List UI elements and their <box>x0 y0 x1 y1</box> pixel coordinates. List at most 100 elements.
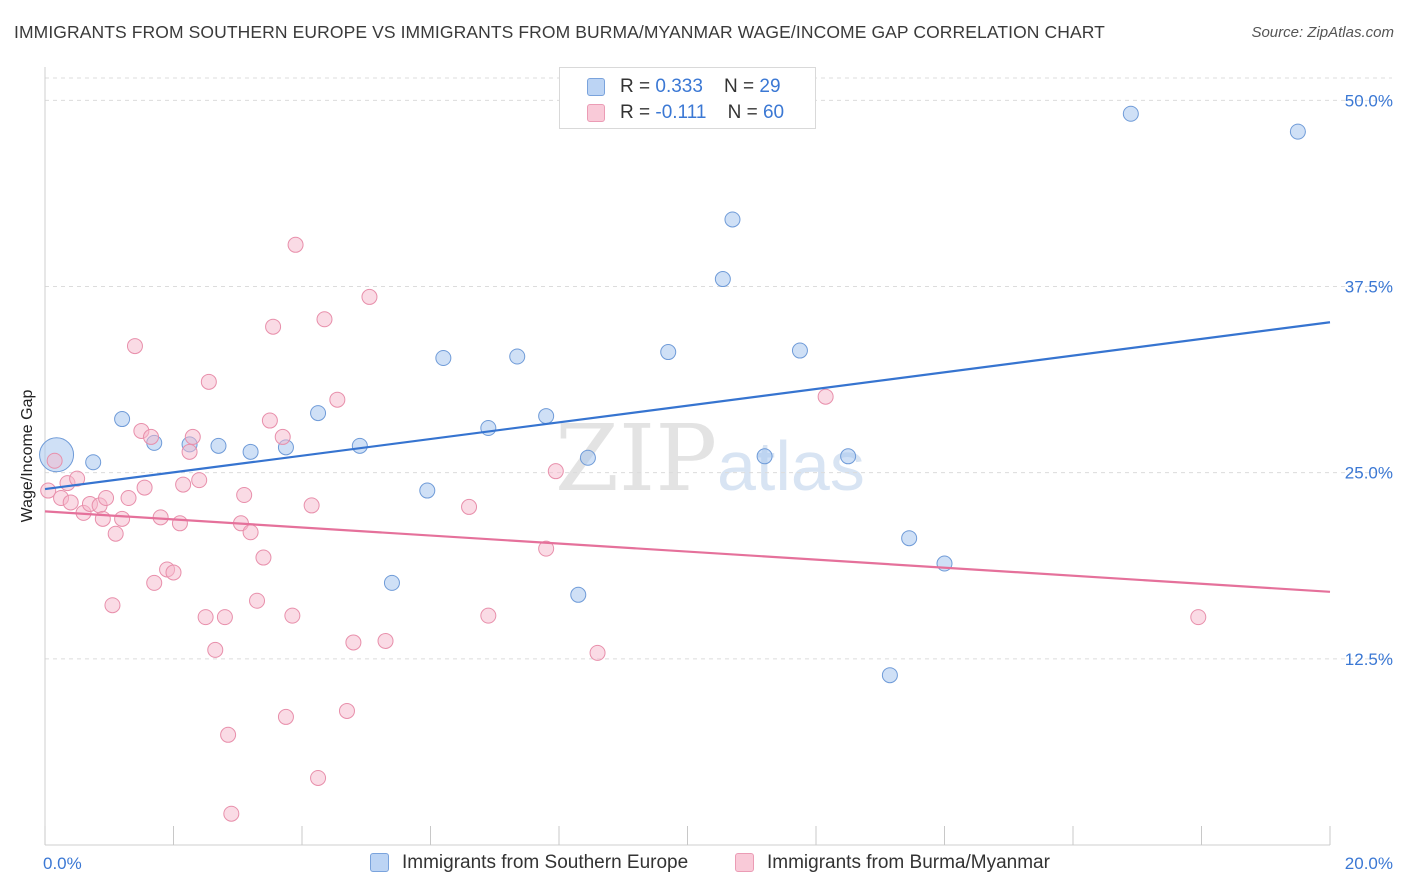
data-point <box>114 411 131 428</box>
data-point <box>480 607 497 624</box>
legend-swatch-southern-europe <box>370 853 389 872</box>
data-point <box>791 342 808 359</box>
data-point <box>143 428 160 445</box>
data-point <box>351 437 368 454</box>
legend-swatch-burma <box>735 853 754 872</box>
r-value: -0.111 <box>655 102 707 123</box>
x-tick-label: 0.0% <box>43 854 82 873</box>
y-tick-label: 12.5% <box>1345 650 1393 669</box>
data-point <box>901 530 918 547</box>
data-point <box>570 586 587 603</box>
data-point <box>126 338 143 355</box>
data-point <box>216 609 233 626</box>
data-point <box>69 470 86 487</box>
data-point <box>817 388 834 405</box>
data-point <box>287 236 304 253</box>
watermark-zip: ZIP <box>555 405 717 512</box>
legend-swatch-southern-europe <box>587 78 605 96</box>
data-point <box>181 443 198 460</box>
data-point <box>210 437 227 454</box>
data-point <box>1122 105 1139 122</box>
data-point <box>756 448 773 465</box>
data-point <box>547 463 564 480</box>
data-point <box>383 574 400 591</box>
data-point <box>197 609 214 626</box>
data-point <box>1190 609 1207 626</box>
data-point <box>310 405 327 422</box>
data-point <box>660 344 677 361</box>
data-point <box>40 482 57 499</box>
stats-legend: R = 0.333 N = 29 R = -0.111 N = 60 <box>559 67 816 129</box>
data-point <box>329 391 346 408</box>
data-point <box>274 428 291 445</box>
data-point <box>435 349 452 366</box>
data-point <box>1289 123 1306 140</box>
data-point <box>184 428 201 445</box>
legend-label: Immigrants from Burma/Myanmar <box>767 852 1050 873</box>
data-point <box>509 348 526 365</box>
watermark-atlas: atlas <box>717 427 865 505</box>
data-point <box>345 634 362 651</box>
data-point <box>146 574 163 591</box>
data-point <box>255 549 272 566</box>
data-point <box>579 449 596 466</box>
series-southern-europe <box>39 105 1306 684</box>
data-point <box>207 641 224 658</box>
data-point <box>881 667 898 684</box>
data-point <box>62 494 79 511</box>
stats-text: R = -0.111 N = 60 <box>620 102 785 123</box>
data-point <box>538 540 555 557</box>
data-point <box>165 564 182 581</box>
data-point <box>724 211 741 228</box>
data-point <box>461 498 478 515</box>
data-point <box>136 479 153 496</box>
data-point <box>200 373 217 390</box>
data-point <box>223 805 240 822</box>
y-tick-label: 50.0% <box>1345 91 1393 110</box>
data-point <box>840 448 857 465</box>
series-burma <box>40 236 1207 822</box>
data-point <box>120 489 137 506</box>
x-tick-label: 20.0% <box>1345 854 1393 873</box>
data-point <box>220 726 237 743</box>
stats-text: R = 0.333 N = 29 <box>620 76 781 97</box>
data-point <box>538 408 555 425</box>
data-point <box>589 644 606 661</box>
chart-title: IMMIGRANTS FROM SOUTHERN EUROPE VS IMMIG… <box>14 22 1105 42</box>
n-value: 60 <box>762 102 785 123</box>
chart-source: Source: ZipAtlas.com <box>1251 24 1394 41</box>
n-value: 29 <box>759 76 781 97</box>
data-point <box>242 524 259 541</box>
data-point <box>377 632 394 649</box>
data-point <box>316 311 333 328</box>
data-point <box>277 708 294 725</box>
legend-swatch-burma <box>587 104 605 122</box>
data-point <box>714 271 731 288</box>
data-point <box>104 597 121 614</box>
data-point <box>236 487 253 504</box>
data-point <box>284 607 301 624</box>
legend-label: Immigrants from Southern Europe <box>402 852 689 873</box>
data-point <box>265 318 282 335</box>
trend-line-burma <box>44 510 1331 593</box>
y-tick-label: 25.0% <box>1345 464 1393 483</box>
data-point <box>46 452 63 469</box>
data-point <box>303 497 320 514</box>
data-point <box>242 443 259 460</box>
data-point <box>361 288 378 305</box>
data-point <box>419 482 436 499</box>
data-point <box>310 769 327 786</box>
data-point <box>261 412 278 429</box>
data-point <box>85 454 102 471</box>
y-tick-label: 37.5% <box>1345 278 1393 297</box>
data-point <box>175 476 192 493</box>
data-point <box>171 515 188 532</box>
trend-line-southern-europe <box>44 321 1331 491</box>
data-point <box>107 525 124 542</box>
data-point <box>114 510 131 527</box>
data-point <box>98 489 115 506</box>
data-point <box>338 702 355 719</box>
data-point <box>191 472 208 489</box>
data-point <box>249 592 266 609</box>
